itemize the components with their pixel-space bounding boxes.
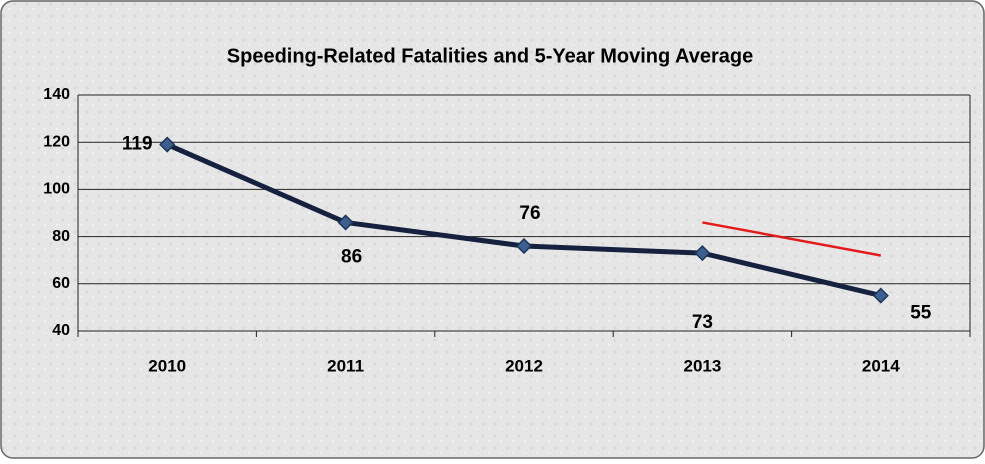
x-tick-label: 2011: [327, 356, 364, 375]
x-tick-label: 2013: [683, 356, 721, 375]
x-tick-label: 2014: [862, 356, 900, 375]
average-line: [702, 221, 882, 257]
chart-title: Speeding-Related Fatalities and 5-Year M…: [227, 45, 753, 67]
point-marker: [515, 237, 533, 255]
y-tick-label: 120: [43, 133, 70, 150]
data-label: 119: [122, 134, 153, 155]
data-label: 73: [692, 312, 713, 333]
x-tick-label: 2010: [148, 356, 186, 375]
point-marker: [872, 287, 889, 304]
y-tick-label: 40: [52, 322, 70, 339]
y-tick-label: 140: [43, 86, 70, 103]
point-marker: [694, 245, 711, 262]
y-tick-label: 80: [52, 228, 70, 245]
x-tick-label: 2012: [505, 356, 543, 375]
y-tick-label: 100: [43, 181, 70, 198]
point-marker: [337, 214, 354, 231]
data-label: 55: [910, 303, 932, 324]
data-label: 86: [341, 246, 362, 267]
data-label: 76: [519, 203, 540, 224]
point-marker: [159, 136, 176, 153]
y-tick-label: 60: [52, 275, 70, 292]
